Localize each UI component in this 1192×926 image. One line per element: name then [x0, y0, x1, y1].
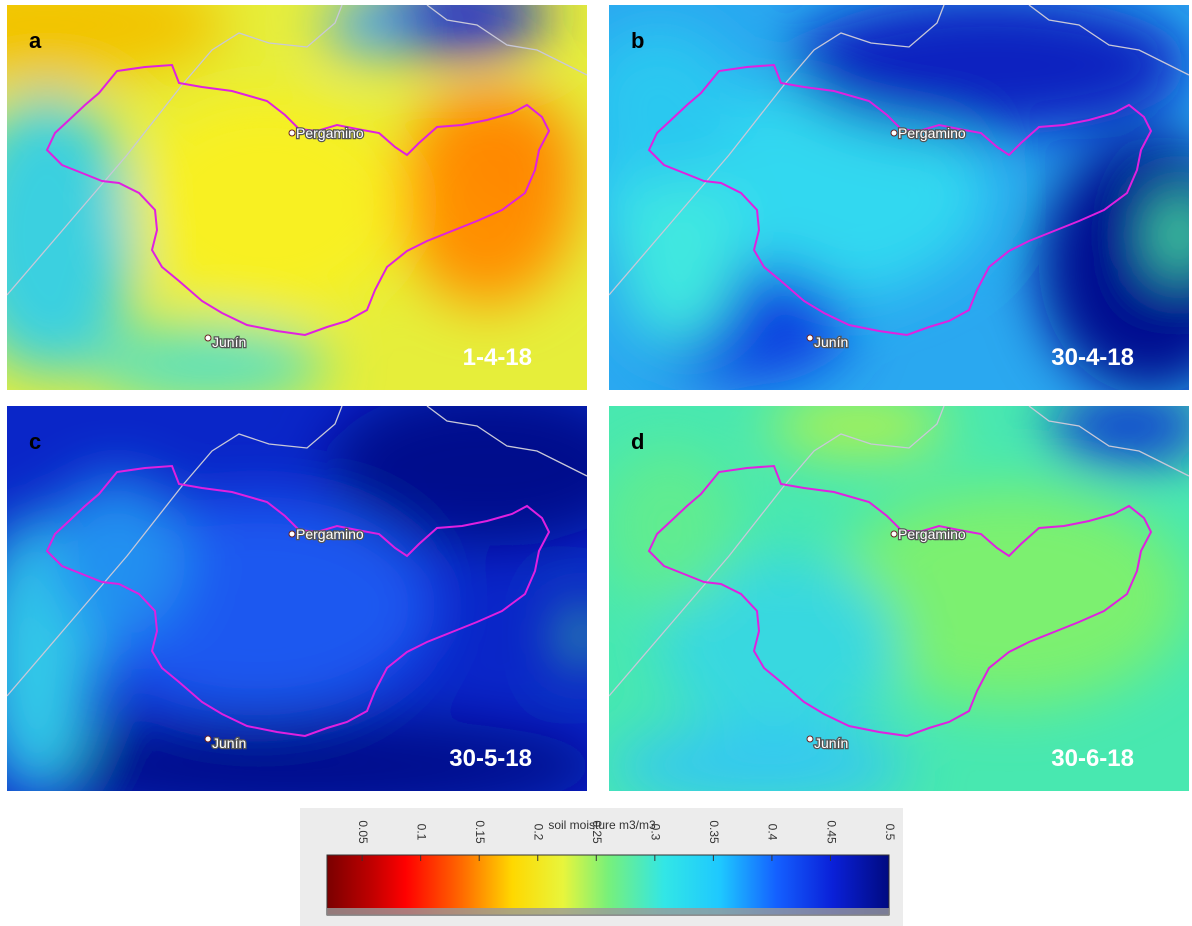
- colorbar-strip: [327, 908, 889, 915]
- city-label: Pergamino: [898, 526, 966, 542]
- colorbar-tick-label: 0.25: [590, 820, 604, 844]
- city-label: Junín: [814, 735, 848, 751]
- city-label: Junín: [212, 735, 246, 751]
- figure: soil moisture m3/m3 PergaminoJunína1-4-1…: [0, 0, 1192, 926]
- city-dot: [205, 736, 211, 742]
- panel-letter: a: [29, 28, 42, 53]
- moisture-patch: [127, 95, 407, 315]
- city-label: Junín: [814, 334, 848, 350]
- map-panel: Pergamino Junín b 30-4-18: [579, 0, 1192, 395]
- moisture-patch: [769, 396, 949, 456]
- colorbar-tick-label: 0.05: [356, 820, 370, 844]
- city-dot: [807, 736, 813, 742]
- moisture-patch: [47, 476, 187, 636]
- colorbar-tick-label: 0.4: [766, 824, 780, 841]
- map: Pergamino Junín: [599, 386, 1192, 806]
- panel-date: 30-6-18: [1051, 745, 1134, 772]
- moisture-patch: [562, 611, 602, 661]
- moisture-patch: [599, 446, 739, 606]
- panel-letter: d: [631, 429, 644, 454]
- panel-date: 30-5-18: [449, 745, 532, 772]
- city-dot: [289, 130, 295, 136]
- colorbar-tick-label: 0.2: [532, 824, 546, 841]
- city-dot: [807, 335, 813, 341]
- city-dot: [205, 335, 211, 341]
- map: Pergamino Junín: [0, 386, 647, 816]
- colorbar-tick-label: 0.3: [649, 824, 663, 841]
- colorbar-tick-label: 0.5: [883, 824, 897, 841]
- city-dot: [289, 531, 295, 537]
- map-panel: Pergamino Junín d 30-6-18: [599, 386, 1192, 806]
- panel-letter: c: [29, 429, 41, 454]
- colorbar-tick-label: 0.45: [824, 820, 838, 844]
- colorbar-tick-label: 0.35: [707, 820, 721, 844]
- city-label: Pergamino: [898, 125, 966, 141]
- moisture-patch: [457, 95, 577, 215]
- city-label: Pergamino: [296, 526, 364, 542]
- map-panel: Pergamino Junín c 30-5-18: [0, 386, 647, 816]
- city-dot: [891, 531, 897, 537]
- map: Pergamino Junín: [579, 0, 1192, 395]
- colorbar-tick-label: 0.1: [414, 824, 428, 841]
- moisture-patch: [609, 726, 909, 806]
- moisture-patch: [619, 165, 739, 345]
- map-panel: Pergamino Junín a 1-4-18: [0, 0, 587, 405]
- city-label: Pergamino: [296, 125, 364, 141]
- city-label: Junín: [212, 334, 246, 350]
- panel-letter: b: [631, 28, 644, 53]
- moisture-patch: [789, 0, 1189, 135]
- colorbar-tick-label: 0.15: [473, 820, 487, 844]
- panel-date: 1-4-18: [463, 344, 532, 371]
- city-dot: [891, 130, 897, 136]
- colorbar: [327, 855, 889, 915]
- panel-date: 30-4-18: [1051, 344, 1134, 371]
